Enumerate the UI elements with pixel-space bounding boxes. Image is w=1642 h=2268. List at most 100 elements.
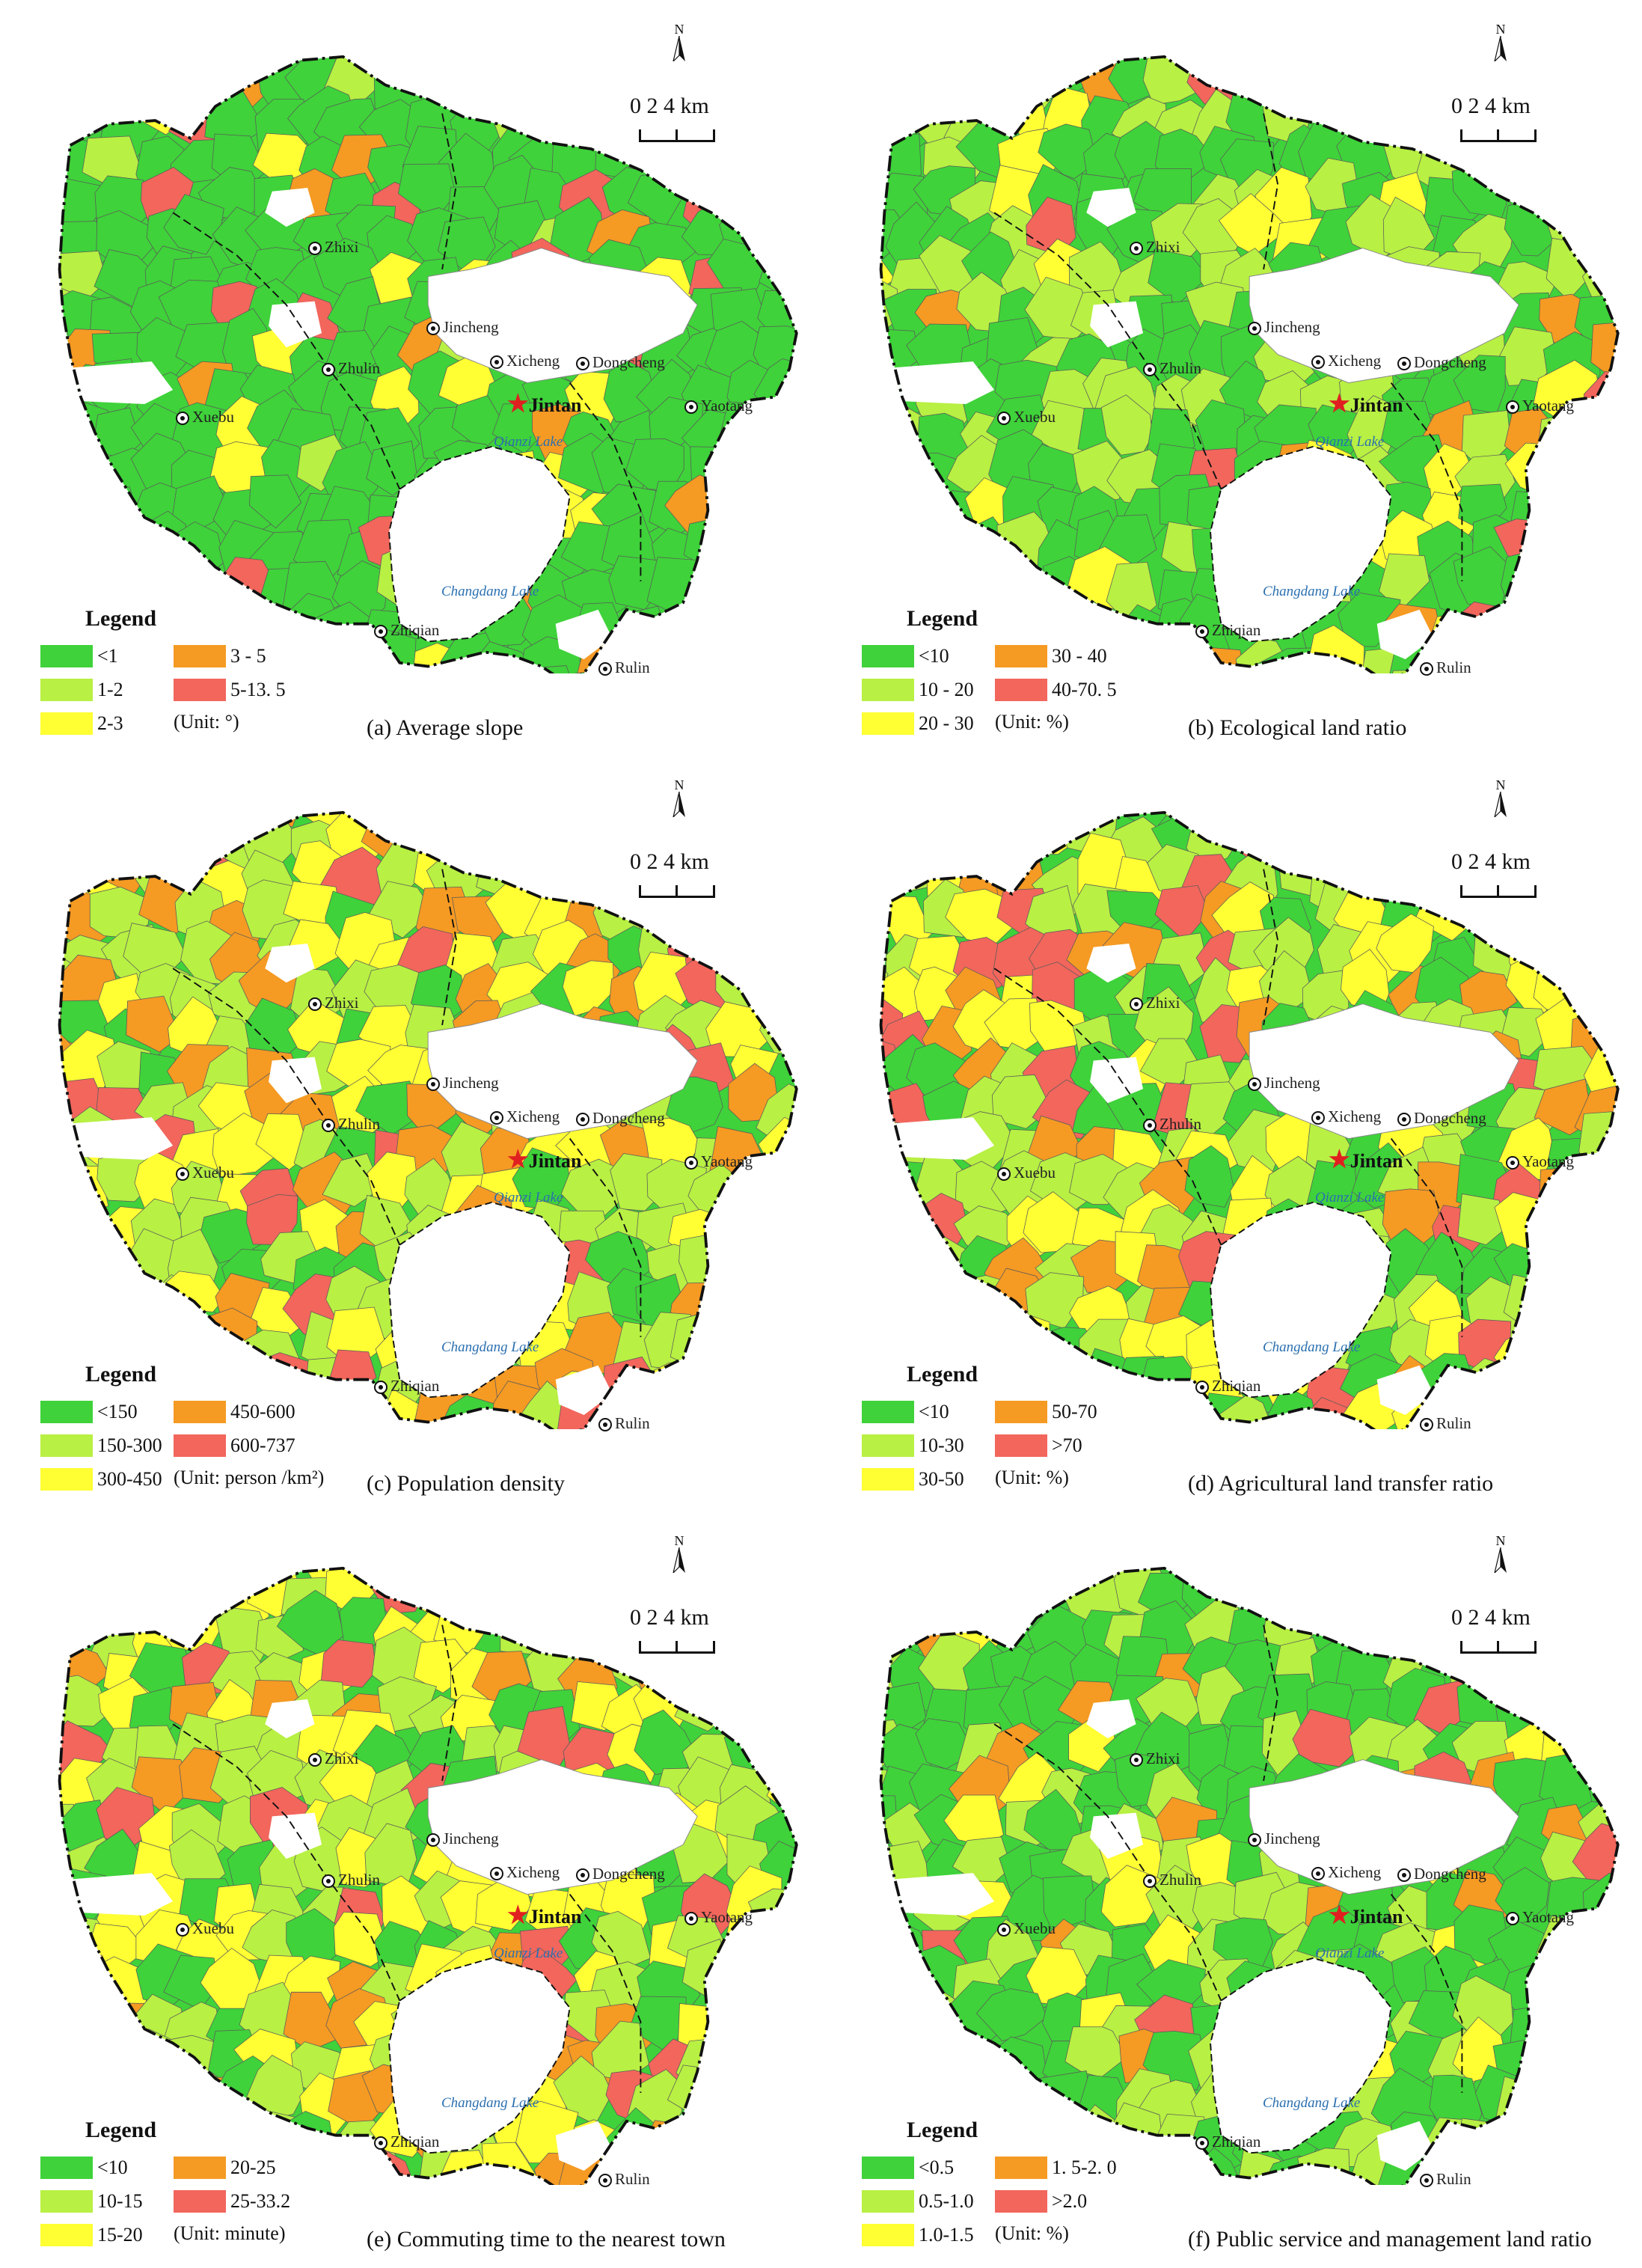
legend-item: 15-20 bbox=[40, 2221, 143, 2247]
town-label: Yaotang bbox=[684, 397, 753, 415]
panel-caption: (d) Agricultural land transfer ratio bbox=[1188, 1471, 1494, 1496]
map-legend: Legend <10 10-15 15-20 20-25 25-33.2 (Uni… bbox=[40, 2118, 459, 2247]
county-boundary bbox=[879, 810, 1620, 1429]
lake-label: Qianzi Lake bbox=[1315, 1190, 1385, 1205]
town-label: Zhixi bbox=[1130, 238, 1180, 257]
north-arrow-icon: N bbox=[664, 1534, 694, 1577]
lake-label: Qianzi Lake bbox=[1315, 1945, 1385, 1961]
map-svg bbox=[58, 55, 798, 673]
town-label: Zhiqian bbox=[374, 2133, 439, 2151]
panel-caption: (a) Average slope bbox=[367, 715, 524, 740]
legend-item: 10-30 bbox=[862, 1431, 964, 1458]
changdang-lake bbox=[388, 1957, 571, 2154]
legend-title: Legend bbox=[907, 1362, 978, 1387]
town-label: Zhixi bbox=[1130, 994, 1180, 1012]
changdang-lake bbox=[388, 445, 571, 643]
north-arrow-icon: N bbox=[1486, 778, 1516, 822]
legend-item: <0.5 bbox=[862, 2154, 954, 2180]
legend-item: 1.0-1.5 bbox=[862, 2221, 974, 2247]
town-label: Zhiqian bbox=[1195, 621, 1260, 640]
legend-unit: (Unit: person /km²) bbox=[174, 1467, 325, 1488]
town-label: Xuebu bbox=[176, 1164, 234, 1182]
city-label-jintan: ★Jintan bbox=[1329, 1901, 1403, 1928]
town-label: Rulin bbox=[598, 658, 650, 677]
legend-item: <10 bbox=[862, 642, 949, 668]
legend-item: 30 - 40 bbox=[995, 642, 1107, 668]
town-label: Zhixi bbox=[308, 238, 359, 257]
town-label: Yaotang bbox=[1506, 1908, 1574, 1927]
county-boundary bbox=[58, 55, 798, 673]
legend-item: <1 bbox=[40, 642, 118, 668]
legend-unit: (Unit: %) bbox=[995, 711, 1069, 733]
north-arrow-icon: N bbox=[1486, 22, 1516, 66]
north-arrow-icon: N bbox=[1486, 1534, 1516, 1577]
county-boundary bbox=[879, 55, 1620, 673]
map-svg bbox=[879, 1566, 1620, 2185]
legend-item: 3 - 5 bbox=[174, 642, 266, 668]
legend-item: 2-3 bbox=[40, 709, 123, 736]
legend-item: 450-600 bbox=[174, 1398, 295, 1424]
map-panel-a: N 0 2 4 km Zhixi Zhulin Xuebu Jincheng X… bbox=[0, 0, 821, 756]
town-label: Zhulin bbox=[1143, 359, 1201, 378]
map-svg bbox=[58, 810, 798, 1429]
map-legend: Legend <10 10 - 20 20 - 30 30 - 40 40-70… bbox=[862, 606, 1281, 736]
map-legend: Legend <1 1-2 2-3 3 - 5 5-13. 5 (Unit: °) bbox=[40, 606, 459, 736]
legend-item: 600-737 bbox=[174, 1431, 295, 1458]
legend-item: >2.0 bbox=[995, 2187, 1087, 2213]
town-label: Dongcheng bbox=[576, 1109, 665, 1128]
panel-caption: (b) Ecological land ratio bbox=[1188, 715, 1407, 740]
town-label: Dongcheng bbox=[1397, 1865, 1486, 1883]
town-label: Xicheng bbox=[490, 352, 560, 370]
legend-item: 40-70. 5 bbox=[995, 676, 1117, 702]
legend-unit: (Unit: %) bbox=[995, 2222, 1069, 2244]
town-label: Xicheng bbox=[1311, 1107, 1381, 1126]
legend-item: <150 bbox=[40, 1398, 138, 1424]
map-panel-c: N 0 2 4 km Zhixi Zhulin Xuebu Jincheng X… bbox=[0, 756, 821, 1512]
legend-item: 25-33.2 bbox=[174, 2187, 290, 2213]
map-panel-f: N 0 2 4 km Zhixi Zhulin Xuebu Jincheng X… bbox=[821, 1512, 1642, 2267]
city-label-jintan: ★Jintan bbox=[507, 390, 582, 417]
legend-item: 50-70 bbox=[995, 1398, 1097, 1424]
legend-item: 150-300 bbox=[40, 1431, 162, 1458]
town-label: Rulin bbox=[1420, 1414, 1471, 1433]
legend-unit: (Unit: %) bbox=[995, 1467, 1069, 1488]
town-label: Jincheng bbox=[426, 1830, 499, 1848]
scale-bar: 0 2 4 km bbox=[630, 1605, 742, 1657]
town-label: Xuebu bbox=[997, 1164, 1056, 1182]
lake-label: Qianzi Lake bbox=[494, 1190, 563, 1205]
scale-bar: 0 2 4 km bbox=[1451, 1605, 1563, 1657]
town-label: Yaotang bbox=[1506, 397, 1574, 415]
legend-item: 20 - 30 bbox=[862, 709, 974, 736]
town-label: Yaotang bbox=[684, 1908, 753, 1927]
scale-bar: 0 2 4 km bbox=[1451, 94, 1563, 146]
scale-bar: 0 2 4 km bbox=[630, 94, 742, 146]
town-label: Zhulin bbox=[322, 1871, 380, 1889]
scale-bar: 0 2 4 km bbox=[630, 849, 742, 902]
north-arrow-icon: N bbox=[664, 22, 694, 66]
legend-item: <10 bbox=[40, 2154, 128, 2180]
lake-label: Changdang Lake bbox=[441, 584, 539, 599]
town-label: Zhulin bbox=[1143, 1871, 1201, 1889]
changdang-lake bbox=[1210, 1957, 1392, 2154]
map-legend: Legend <150 150-300 300-450 450-600 600-… bbox=[40, 1362, 459, 1491]
town-label: Zhiqian bbox=[1195, 2133, 1260, 2151]
city-label-jintan: ★Jintan bbox=[1329, 390, 1403, 417]
legend-item: 300-450 bbox=[40, 1465, 162, 1491]
panel-caption: (f) Public service and management land r… bbox=[1188, 2227, 1592, 2252]
urban-area bbox=[1249, 1759, 1519, 1895]
lake-label: Changdang Lake bbox=[1263, 584, 1361, 599]
map-svg bbox=[879, 55, 1620, 673]
legend-title: Legend bbox=[85, 606, 157, 631]
town-label: Zhixi bbox=[1130, 1749, 1180, 1768]
urban-area bbox=[427, 248, 698, 384]
urban-area bbox=[1249, 248, 1519, 384]
lake-label: Changdang Lake bbox=[441, 2095, 539, 2111]
town-label: Xicheng bbox=[490, 1863, 560, 1882]
legend-item: 5-13. 5 bbox=[174, 676, 286, 702]
legend-item: 30-50 bbox=[862, 1465, 964, 1491]
town-label: Xicheng bbox=[1311, 1863, 1381, 1882]
legend-title: Legend bbox=[85, 1362, 157, 1387]
legend-unit: (Unit: °) bbox=[174, 711, 239, 733]
town-label: Dongcheng bbox=[1397, 353, 1486, 372]
town-label: Jincheng bbox=[1248, 1074, 1320, 1092]
